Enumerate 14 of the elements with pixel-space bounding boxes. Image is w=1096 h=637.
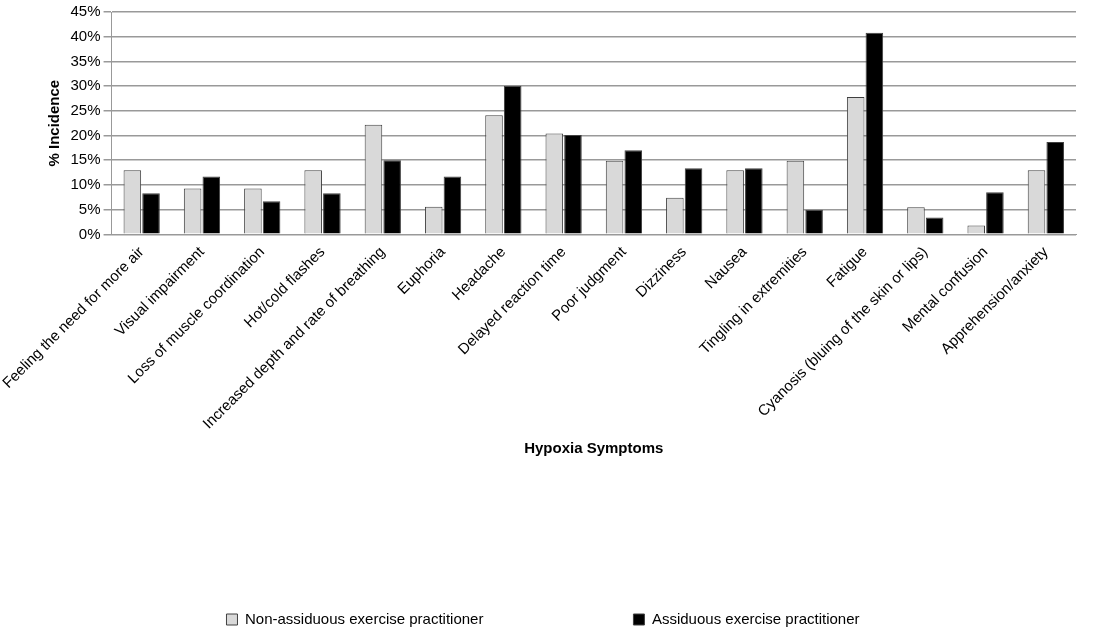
y-tick-label: 5% bbox=[78, 199, 101, 217]
y-tick-label: 0% bbox=[78, 224, 101, 242]
y-tick-label: 45% bbox=[70, 2, 101, 20]
y-tick-label: 10% bbox=[70, 175, 101, 193]
y-axis-title: % Incidence bbox=[44, 79, 62, 167]
y-tick-label: 40% bbox=[70, 26, 101, 44]
y-tick-label: 15% bbox=[70, 150, 101, 168]
legend-label: Non-assiduous exercise practitioner bbox=[244, 609, 484, 627]
y-tick-label: 25% bbox=[70, 100, 101, 118]
legend-label: Assiduous exercise practitioner bbox=[651, 609, 860, 627]
x-axis-title: Hypoxia Symptoms bbox=[524, 439, 664, 457]
y-tick-label: 20% bbox=[70, 125, 101, 143]
y-tick-label: 35% bbox=[70, 51, 101, 69]
y-tick-label: 30% bbox=[70, 76, 101, 94]
